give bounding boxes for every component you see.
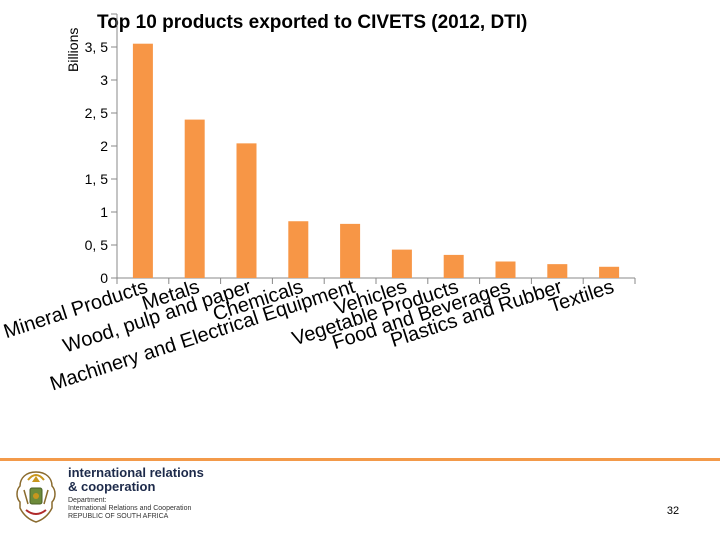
department-name: International Relations and Cooperation bbox=[68, 505, 192, 512]
y-tick-label: 1, 5 bbox=[85, 171, 109, 187]
dirco-logo: international relations & cooperation De… bbox=[10, 466, 240, 526]
coat-of-arms-icon bbox=[16, 471, 56, 523]
bar-mineral-products bbox=[132, 43, 153, 279]
org-name-line2: & cooperation bbox=[68, 479, 156, 494]
y-tick-label: 2 bbox=[100, 138, 108, 154]
organisation-text: international relations & cooperation De… bbox=[68, 466, 248, 521]
y-tick-label: 3 bbox=[100, 72, 108, 88]
bar-plastics-and-rubber bbox=[547, 264, 568, 278]
y-tick-label: 0 bbox=[100, 270, 108, 286]
page-number: 32 bbox=[666, 505, 680, 517]
bar-food-and-beverages bbox=[495, 261, 516, 278]
bar-vehicles bbox=[391, 249, 412, 278]
bar-chart: Top 10 products exported to CIVETS (2012… bbox=[1, 12, 636, 395]
y-tick-label: 3, 5 bbox=[85, 39, 109, 55]
bar-chemicals bbox=[288, 221, 309, 278]
footer-divider bbox=[0, 458, 720, 461]
bar-textiles bbox=[599, 266, 620, 278]
department-label: Department: bbox=[68, 497, 107, 504]
chart-title: Top 10 products exported to CIVETS (2012… bbox=[97, 12, 527, 33]
y-tick-label: 2, 5 bbox=[85, 105, 109, 121]
bar-metals bbox=[184, 119, 205, 278]
bar-machinery-and-electrical-equipment bbox=[340, 223, 361, 278]
country-name: REPUBLIC OF SOUTH AFRICA bbox=[68, 513, 169, 520]
y-tick-label: 1 bbox=[100, 204, 108, 220]
y-axis-label: Billions bbox=[65, 28, 81, 72]
bar-vegetable-products bbox=[443, 254, 464, 278]
bar-wood-pulp-and-paper bbox=[236, 143, 257, 278]
org-name-line1: international relations bbox=[68, 465, 204, 480]
y-tick-label: 0, 5 bbox=[85, 237, 109, 253]
